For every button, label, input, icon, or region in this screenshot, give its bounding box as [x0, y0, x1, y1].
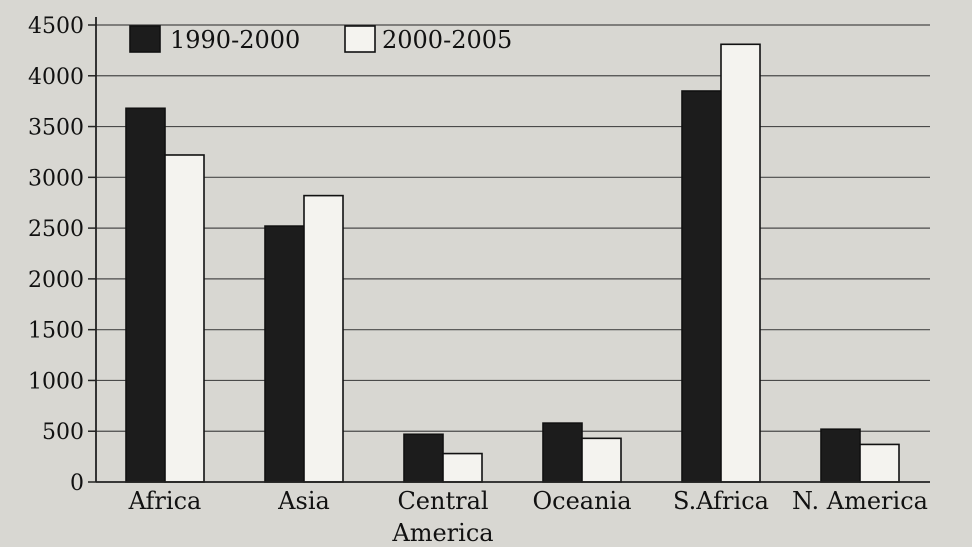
x-axis: Africa Asia Central America Oceania S.Africa N… — [96, 481, 930, 547]
legend: 1990-2000 2000-2005 — [129, 25, 512, 54]
bar-1-oceania — [542, 422, 583, 483]
x-category-label: Asia — [277, 487, 330, 515]
x-category-label: N. America — [792, 487, 928, 515]
bar-2-asia — [303, 194, 344, 483]
y-tick-label: 2000 — [28, 268, 84, 293]
y-tick-label: 500 — [42, 420, 84, 445]
gridlines — [96, 24, 930, 432]
bar-2-central-america — [442, 452, 483, 483]
x-category-label: S.Africa — [673, 487, 769, 515]
y-tick-label: 3000 — [28, 166, 84, 191]
y-tick-label: 4000 — [28, 65, 84, 90]
y-tick-label: 1000 — [28, 369, 84, 394]
bar-1-central-america — [403, 433, 444, 483]
y-axis: 0 500 1000 1500 2000 2500 3000 3500 4000 4500 — [28, 14, 97, 496]
x-category-label: Oceania — [532, 487, 631, 515]
legend-label-series-1: 1990-2000 — [170, 26, 300, 54]
legend-swatch-series-1 — [129, 25, 161, 53]
bar-1-africa — [125, 107, 166, 483]
bar-2-oceania — [581, 437, 622, 483]
legend-label-series-2: 2000-2005 — [382, 26, 512, 54]
bar-1-n-america — [820, 428, 861, 483]
y-tick-label: 4500 — [28, 14, 84, 39]
x-category-label: Africa — [128, 487, 202, 515]
y-tick-label: 0 — [70, 471, 84, 496]
y-tick-label: 1500 — [28, 319, 84, 344]
y-tick-label: 3500 — [28, 116, 84, 141]
bar-2-s-africa — [720, 43, 761, 483]
legend-swatch-series-2 — [344, 25, 376, 53]
y-tick-label: 2500 — [28, 217, 84, 242]
bar-2-africa — [164, 154, 205, 483]
bar-1-s-africa — [681, 90, 722, 483]
bar-1-asia — [264, 225, 305, 483]
x-category-label: Central America — [391, 487, 493, 547]
bar-2-n-america — [859, 443, 900, 483]
